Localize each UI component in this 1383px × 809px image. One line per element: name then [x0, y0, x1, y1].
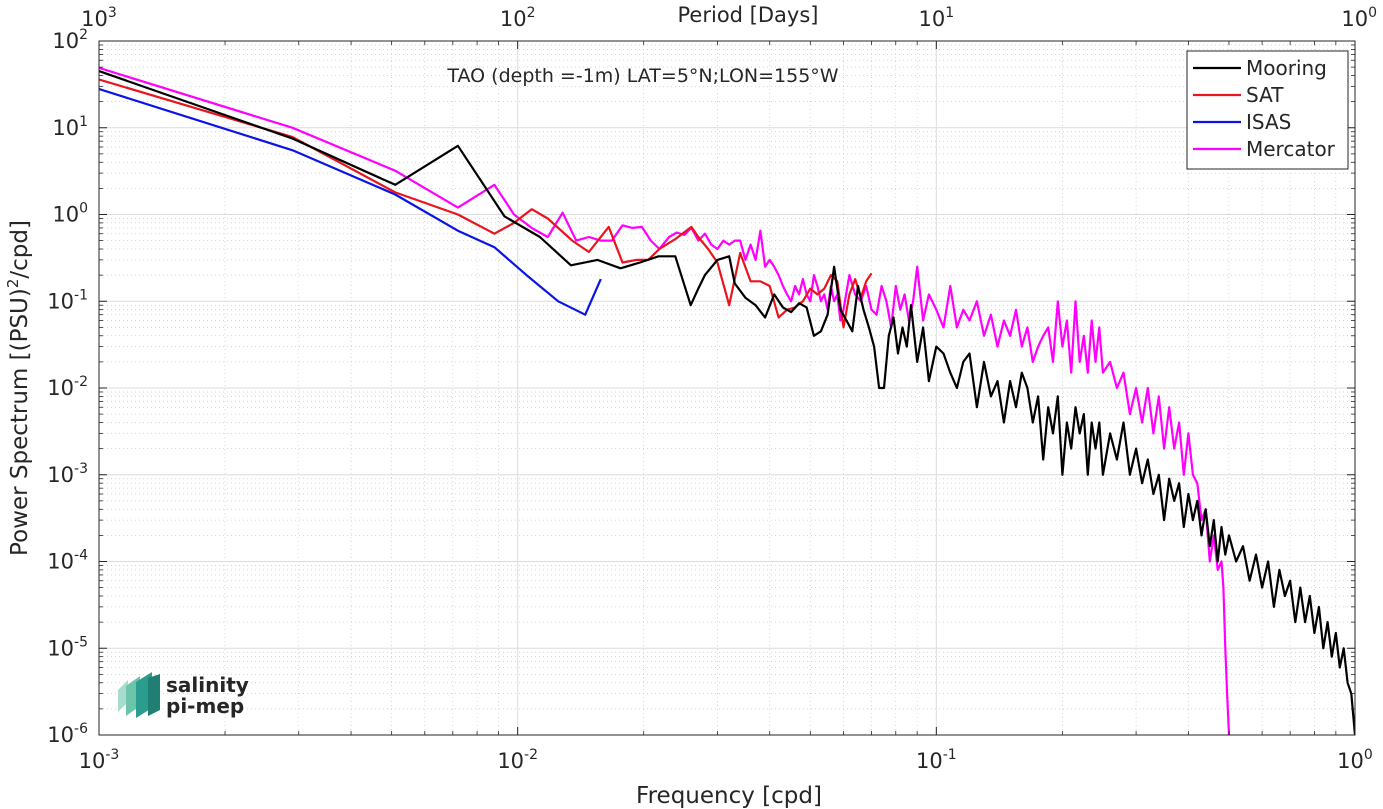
x-tick-label: 10-1	[916, 747, 957, 773]
top-tick-label-exp: 0	[1368, 5, 1377, 21]
logo-mark-layer-4	[148, 674, 160, 716]
top-tick-label: 102	[500, 5, 536, 31]
y-tick-label-exp: -4	[74, 548, 88, 564]
top-axis-label: Period [Days]	[678, 3, 819, 27]
x-tick-label-base: 10	[1337, 749, 1364, 773]
x-tick-label-exp: -2	[524, 747, 538, 763]
y-tick-label: 10-4	[47, 548, 88, 574]
x-tick-label: 100	[1337, 747, 1373, 773]
y-tick-label-base: 10	[47, 376, 74, 400]
top-tick-label-base: 10	[500, 7, 527, 31]
y-tick-label: 10-5	[47, 634, 88, 660]
top-tick-label-exp: 1	[945, 5, 954, 21]
y-tick-label-exp: 1	[79, 114, 88, 130]
y-axis-label-base: Power Spectrum [(PSU)	[7, 288, 33, 556]
x-tick-label-base: 10	[79, 749, 106, 773]
x-axis-label: Frequency [cpd]	[636, 783, 822, 809]
top-tick-label-base: 10	[81, 7, 108, 31]
x-tick-label: 10-3	[79, 747, 120, 773]
top-tick-label: 101	[919, 5, 955, 31]
y-tick-label-base: 10	[52, 29, 79, 53]
y-tick-label-base: 10	[47, 723, 74, 747]
y-tick-label: 10-3	[47, 461, 88, 487]
series-line-mercator	[99, 66, 1231, 735]
top-tick-label: 100	[1341, 5, 1377, 31]
logo-text-salinity: salinity	[166, 673, 249, 697]
x-tick-label: 10-2	[497, 747, 538, 773]
x-tick-label-exp: -3	[105, 747, 119, 763]
y-tick-label: 102	[52, 27, 88, 53]
y-tick-label-exp: -5	[74, 634, 88, 650]
top-tick-label-base: 10	[1341, 7, 1368, 31]
series-line-mooring	[99, 70, 1355, 735]
x-tick-label-base: 10	[916, 749, 943, 773]
top-tick-label-exp: 2	[527, 5, 536, 21]
y-tick-label-exp: -3	[74, 461, 88, 477]
y-tick-label: 10-6	[47, 721, 88, 747]
series-layer	[99, 66, 1355, 735]
y-tick-label-exp: -6	[74, 721, 88, 737]
x-tick-label-exp: -1	[943, 747, 957, 763]
y-tick-label-base: 10	[47, 463, 74, 487]
chart-title: TAO (depth =-1m) LAT=5°N;LON=155°W	[446, 65, 838, 87]
series-line-sat	[99, 78, 873, 329]
logo-mark-layer-1	[118, 680, 128, 712]
top-tick-label: 103	[81, 5, 117, 31]
legend-label-sat: SAT	[1246, 83, 1284, 107]
y-tick-label-base: 10	[52, 116, 79, 140]
y-axis-label-sup: 2	[4, 279, 22, 289]
salinity-pi-mep-logo: salinity pi-mep	[118, 672, 249, 718]
top-tick-label-base: 10	[919, 7, 946, 31]
y-tick-label-exp: -2	[74, 374, 88, 390]
y-tick-label-base: 10	[47, 550, 74, 574]
logo-text-pi-mep: pi-mep	[166, 694, 244, 718]
y-axis-label-tail: /cpd]	[7, 220, 33, 279]
top-tick-label-exp: 3	[108, 5, 117, 21]
x-tick-label-exp: 0	[1364, 747, 1373, 763]
legend-label-mooring: Mooring	[1246, 56, 1327, 80]
y-tick-label: 10-2	[47, 374, 88, 400]
legend: Mooring SAT ISAS Mercator	[1186, 50, 1349, 170]
y-axis-label: Power Spectrum [(PSU)2/cpd]	[4, 220, 33, 556]
y-tick-label: 10-1	[47, 287, 88, 313]
y-tick-label: 101	[52, 114, 88, 140]
legend-label-mercator: Mercator	[1246, 137, 1336, 161]
y-tick-label-base: 10	[47, 289, 74, 313]
legend-label-isas: ISAS	[1246, 110, 1291, 134]
y-tick-label-exp: 0	[79, 201, 88, 217]
y-tick-label-exp: 2	[79, 27, 88, 43]
x-tick-label-base: 10	[497, 749, 524, 773]
y-tick-label-base: 10	[52, 203, 79, 227]
y-tick-label: 100	[52, 201, 88, 227]
y-tick-label-exp: -1	[74, 287, 88, 303]
grid-minor	[99, 41, 1355, 735]
series-line-isas	[99, 87, 602, 316]
y-tick-label-base: 10	[47, 636, 74, 660]
